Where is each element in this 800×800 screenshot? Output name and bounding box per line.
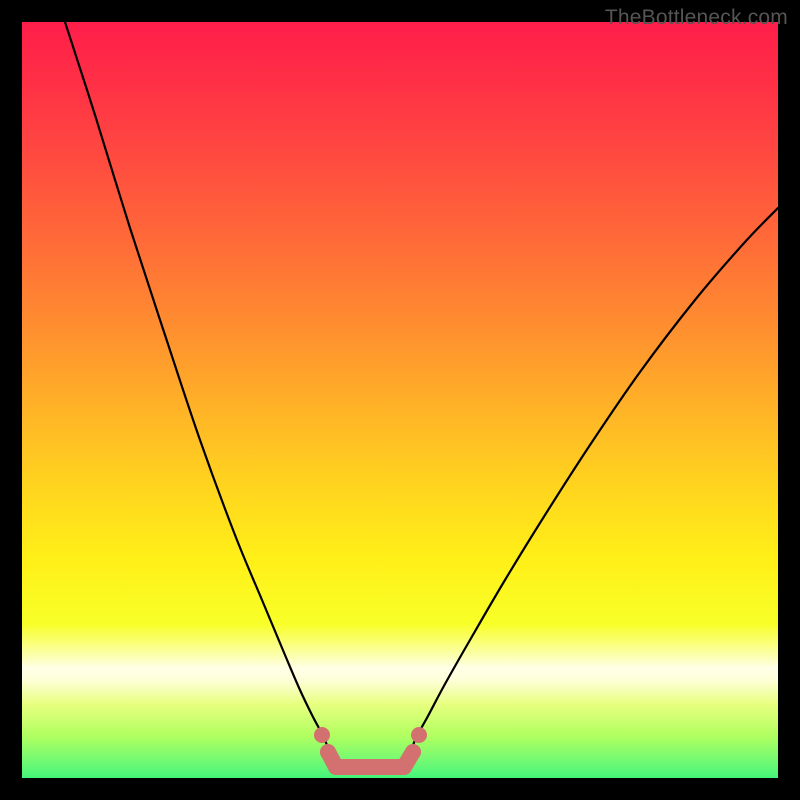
watermark-text: TheBottleneck.com	[605, 6, 788, 30]
chart-container: TheBottleneck.com	[0, 0, 800, 800]
bottom-highlight	[314, 727, 427, 767]
bottleneck-curve	[0, 0, 800, 800]
v-curve-path	[65, 22, 778, 769]
